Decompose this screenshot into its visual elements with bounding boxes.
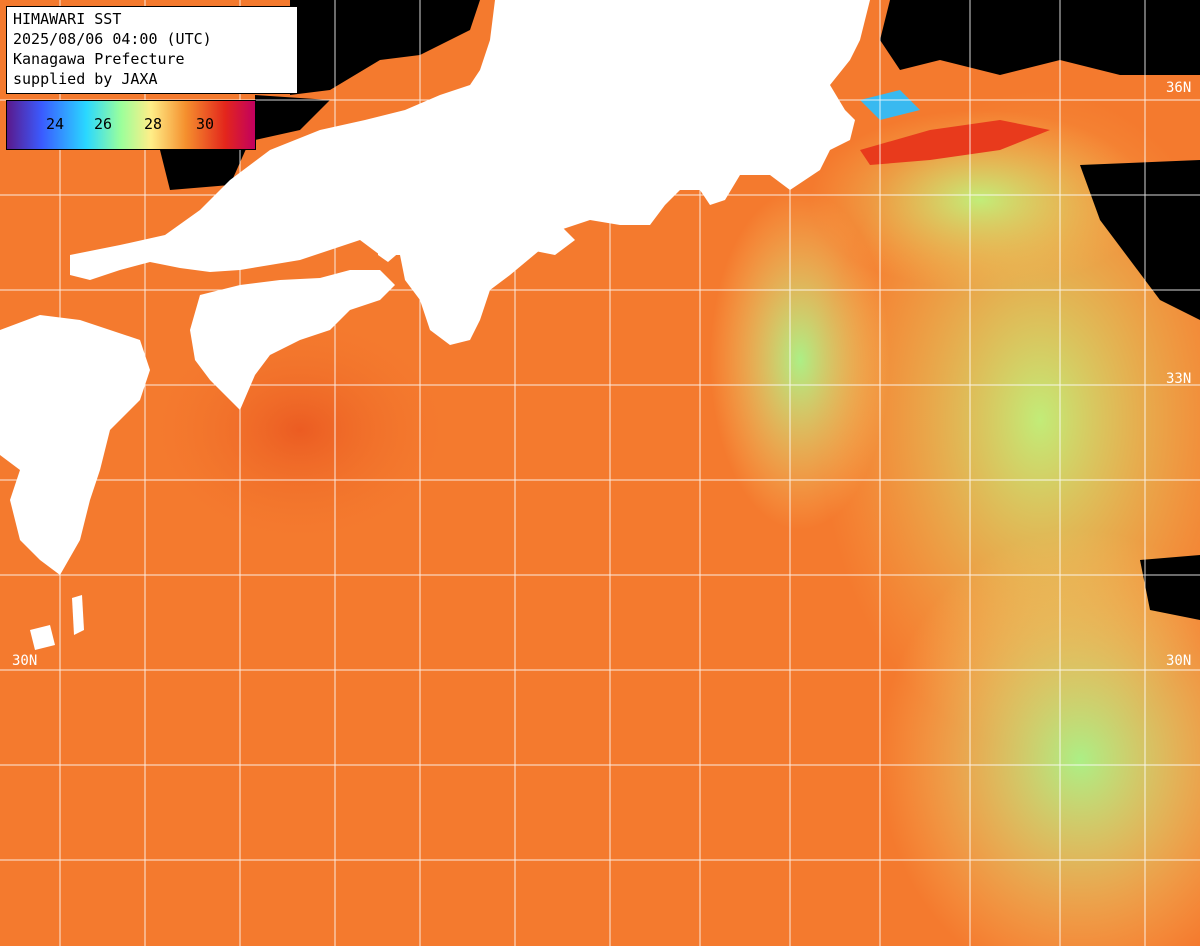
colorbar-tick: 30 (196, 115, 215, 133)
header-info-box: HIMAWARI SST 2025/08/06 04:00 (UTC) Kanaga… (6, 6, 298, 94)
colorbar-tick: 26 (94, 115, 113, 133)
header-title: HIMAWARI SST (13, 10, 122, 28)
land-yakushima (72, 595, 84, 635)
header-credit: supplied by JAXA (13, 70, 158, 88)
lat-label-36n: 36N (1166, 80, 1192, 96)
lat-label-30n-right: 30N (1166, 653, 1192, 669)
cloud-west-land (160, 140, 250, 190)
land-tanegashima (30, 625, 55, 650)
lat-label-33n: 33N (1166, 371, 1192, 387)
cloud-northeast (880, 0, 1200, 75)
sea-cool-southeast (880, 530, 1200, 946)
cloud-east-2 (1140, 555, 1200, 620)
colorbar-ticks: 24 26 28 30 (6, 100, 254, 148)
land-honshu (70, 0, 870, 345)
lat-label-30n-left: 30N (12, 653, 38, 669)
temperature-colorbar (6, 100, 256, 150)
sea-cool-plume (710, 190, 890, 530)
colorbar-tick: 28 (144, 115, 163, 133)
cloud-northwest-2 (255, 95, 330, 140)
colorbar-tick: 24 (46, 115, 65, 133)
land-kyushu (0, 315, 150, 575)
land-kii-south (530, 225, 575, 255)
header-region: Kanagawa Prefecture (13, 50, 185, 68)
cloud-northwest (290, 0, 480, 95)
land-shikoku (190, 270, 395, 410)
sea-red-front (860, 120, 1050, 165)
sea-cyan-spot (860, 90, 920, 120)
sea-warm-core (140, 310, 460, 550)
header-timestamp: 2025/08/06 04:00 (UTC) (13, 30, 212, 48)
cloud-east (1080, 160, 1200, 320)
land-awaji (378, 228, 402, 262)
